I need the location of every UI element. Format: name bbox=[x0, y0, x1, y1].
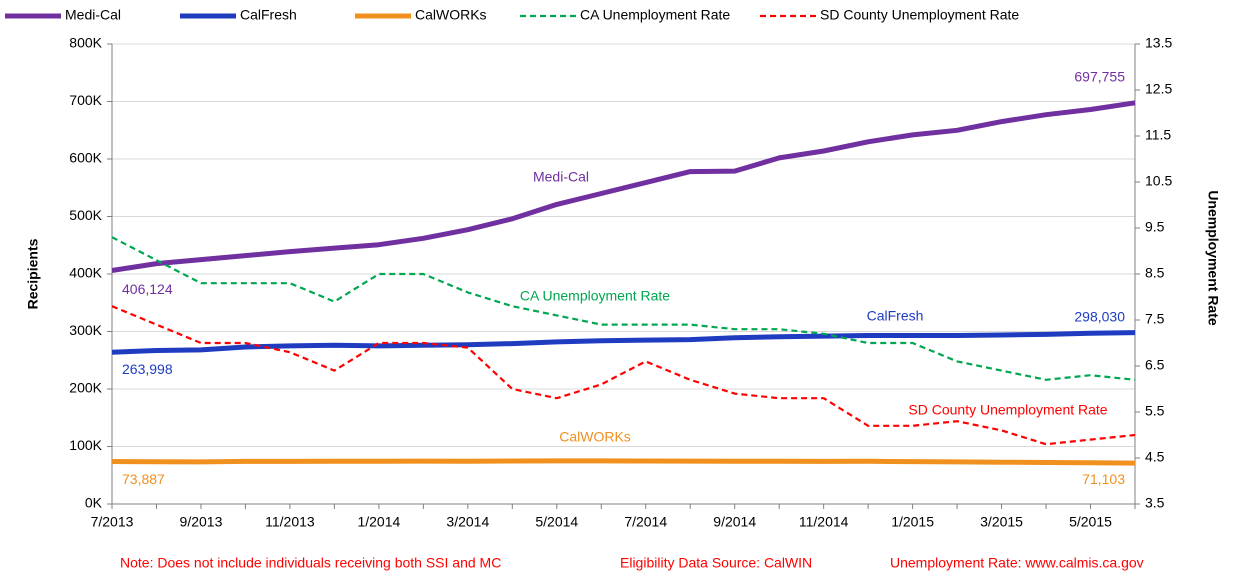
y-tick-label: 100K bbox=[69, 437, 102, 453]
x-tick-label: 7/2013 bbox=[91, 514, 134, 530]
x-tick-label: 1/2014 bbox=[357, 514, 400, 530]
series-annotation: CalWORKs bbox=[559, 429, 631, 445]
legend-label: SD County Unemployment Rate bbox=[820, 7, 1019, 23]
y-tick-label: 700K bbox=[69, 92, 102, 108]
y-tick-label: 800K bbox=[69, 35, 102, 51]
x-tick-label: 3/2015 bbox=[980, 514, 1023, 530]
x-tick-label: 5/2015 bbox=[1069, 514, 1112, 530]
legend-label: Medi-Cal bbox=[65, 7, 121, 23]
x-tick-label: 1/2015 bbox=[891, 514, 934, 530]
series-line bbox=[111, 305, 1136, 446]
value-label: 298,030 bbox=[1074, 308, 1125, 324]
y-tick-label: 600K bbox=[69, 150, 102, 166]
value-label: 406,124 bbox=[122, 281, 173, 297]
y2-tick-label: 4.5 bbox=[1145, 449, 1165, 465]
series-line bbox=[111, 330, 1136, 355]
value-label: 263,998 bbox=[122, 361, 173, 377]
y2-tick-label: 10.5 bbox=[1145, 173, 1172, 189]
y2-tick-label: 9.5 bbox=[1145, 219, 1165, 235]
y2-tick-label: 3.5 bbox=[1145, 495, 1165, 511]
x-tick-label: 3/2014 bbox=[446, 514, 489, 530]
series-line bbox=[111, 100, 1136, 273]
y-axis-title: Recipients bbox=[25, 238, 41, 309]
series-annotation: Medi-Cal bbox=[533, 169, 589, 185]
legend-label: CalFresh bbox=[240, 7, 297, 23]
series-annotation: CA Unemployment Rate bbox=[520, 288, 670, 304]
value-label: 697,755 bbox=[1074, 68, 1125, 84]
y-tick-label: 0K bbox=[85, 495, 103, 511]
y2-tick-label: 7.5 bbox=[1145, 311, 1165, 327]
series-annotation: CalFresh bbox=[867, 308, 924, 324]
y2-tick-label: 6.5 bbox=[1145, 357, 1165, 373]
y2-tick-label: 8.5 bbox=[1145, 265, 1165, 281]
y2-tick-label: 13.5 bbox=[1145, 35, 1172, 51]
series-line bbox=[111, 458, 1136, 466]
y-tick-label: 500K bbox=[69, 207, 102, 223]
source-note: Eligibility Data Source: CalWIN bbox=[620, 555, 812, 571]
note: Note: Does not include individuals recei… bbox=[120, 555, 501, 571]
y2-tick-label: 5.5 bbox=[1145, 403, 1165, 419]
x-tick-label: 5/2014 bbox=[535, 514, 578, 530]
x-tick-label: 7/2014 bbox=[624, 514, 667, 530]
series-line bbox=[111, 236, 1136, 381]
value-label: 73,887 bbox=[122, 471, 165, 487]
legend-label: CalWORKs bbox=[415, 7, 487, 23]
y-tick-label: 400K bbox=[69, 265, 102, 281]
x-tick-label: 11/2014 bbox=[799, 514, 849, 530]
y-tick-label: 300K bbox=[69, 322, 102, 338]
value-label: 71,103 bbox=[1082, 471, 1125, 487]
x-tick-label: 9/2014 bbox=[713, 514, 756, 530]
legend-label: CA Unemployment Rate bbox=[580, 7, 730, 23]
y-tick-label: 200K bbox=[69, 380, 102, 396]
y2-axis-title: Unemployment Rate bbox=[1205, 190, 1221, 326]
y2-tick-label: 12.5 bbox=[1145, 81, 1172, 97]
y2-tick-label: 11.5 bbox=[1145, 127, 1171, 143]
x-tick-label: 11/2013 bbox=[265, 514, 315, 530]
source-note: Unemployment Rate: www.calmis.ca.gov bbox=[890, 555, 1144, 571]
series-annotation: SD County Unemployment Rate bbox=[908, 402, 1107, 418]
x-tick-label: 9/2013 bbox=[180, 514, 223, 530]
